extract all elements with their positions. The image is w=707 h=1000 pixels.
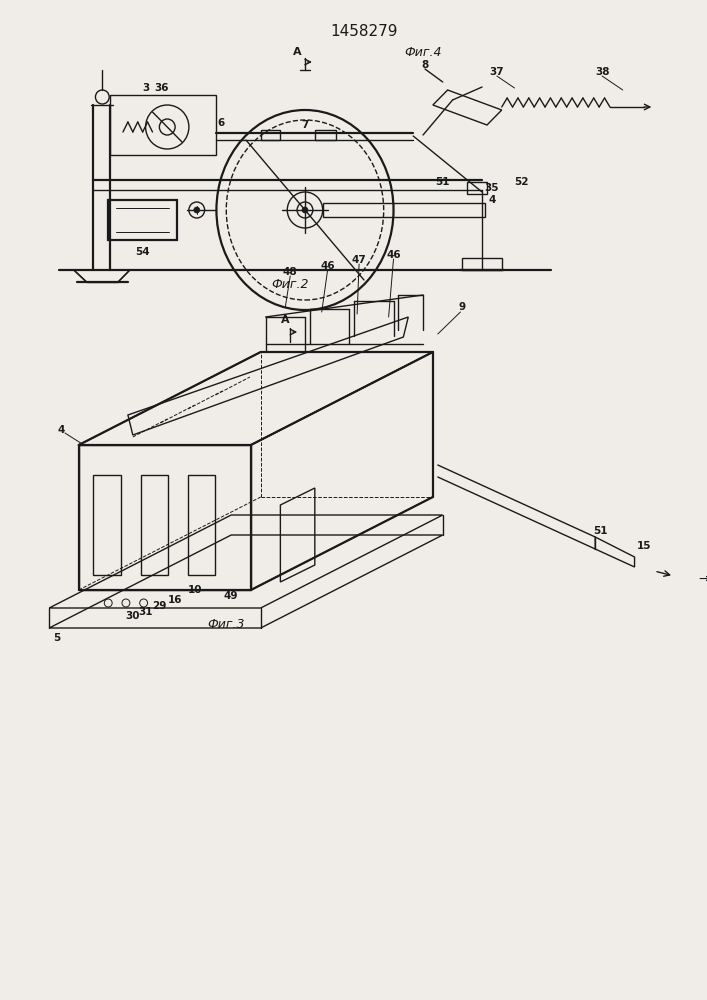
Text: 29: 29 [152, 601, 167, 611]
Text: 7: 7 [301, 120, 309, 130]
Text: 4: 4 [57, 425, 64, 435]
Text: 16: 16 [168, 595, 182, 605]
Circle shape [302, 207, 308, 213]
Text: 35: 35 [485, 183, 499, 193]
Text: 4: 4 [489, 195, 496, 205]
Text: A: A [293, 47, 301, 57]
Text: 37: 37 [489, 67, 504, 77]
Text: 46: 46 [320, 261, 335, 271]
Text: 54: 54 [135, 247, 150, 257]
Text: 46: 46 [386, 250, 401, 260]
Text: 38: 38 [595, 67, 609, 77]
Text: 47: 47 [351, 255, 366, 265]
Text: 6: 6 [218, 118, 225, 128]
Text: 30: 30 [126, 611, 140, 621]
Text: 15: 15 [637, 541, 652, 551]
Text: 9: 9 [459, 302, 466, 312]
Text: 48: 48 [283, 267, 298, 277]
Text: 51: 51 [593, 526, 607, 536]
Text: 5: 5 [54, 633, 61, 643]
Text: 51: 51 [436, 177, 450, 187]
Text: Фиг.3: Фиг.3 [208, 618, 245, 632]
Text: A: A [281, 315, 290, 325]
Text: 1458279: 1458279 [330, 24, 398, 39]
Text: 10: 10 [187, 585, 202, 595]
Text: 52: 52 [514, 177, 529, 187]
Text: 8: 8 [421, 60, 428, 70]
Text: 3: 3 [142, 83, 149, 93]
Text: 36: 36 [154, 83, 168, 93]
Circle shape [194, 207, 199, 213]
Text: Фиг.4: Фиг.4 [404, 45, 442, 58]
Text: →: → [699, 572, 707, 585]
Text: Фиг.2: Фиг.2 [271, 278, 309, 292]
Text: 31: 31 [139, 607, 153, 617]
Text: 49: 49 [224, 591, 238, 601]
